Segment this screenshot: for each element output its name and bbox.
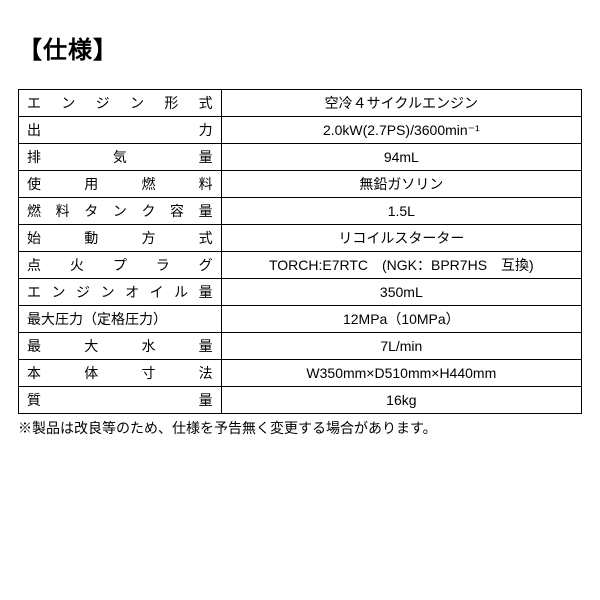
table-row: 使用燃料無鉛ガソリン xyxy=(19,171,582,198)
spec-label: 使用燃料 xyxy=(19,171,222,198)
spec-value: リコイルスターター xyxy=(221,225,581,252)
spec-value: 94mL xyxy=(221,144,581,171)
spec-label: 点火プラグ xyxy=(19,252,222,279)
table-row: 排気量94mL xyxy=(19,144,582,171)
spec-label: 最大圧力（定格圧力） xyxy=(19,306,222,333)
table-row: 燃料タンク容量1.5L xyxy=(19,198,582,225)
spec-value: 12MPa（10MPa） xyxy=(221,306,581,333)
spec-label: 出力 xyxy=(19,117,222,144)
table-row: 質量16kg xyxy=(19,387,582,414)
spec-title: 【仕様】 xyxy=(18,30,582,65)
spec-value: 1.5L xyxy=(221,198,581,225)
table-row: エンジンオイル量350mL xyxy=(19,279,582,306)
spec-note: ※製品は改良等のため、仕様を予告無く変更する場合があります。 xyxy=(18,418,582,438)
spec-label: 最大水量 xyxy=(19,333,222,360)
spec-label: 質量 xyxy=(19,387,222,414)
table-row: 出力2.0kW(2.7PS)/3600min⁻¹ xyxy=(19,117,582,144)
table-row: 本体寸法W350mm×D510mm×H440mm xyxy=(19,360,582,387)
table-row: 最大水量7L/min xyxy=(19,333,582,360)
table-row: 最大圧力（定格圧力）12MPa（10MPa） xyxy=(19,306,582,333)
spec-value: 350mL xyxy=(221,279,581,306)
spec-value: 7L/min xyxy=(221,333,581,360)
spec-value: 無鉛ガソリン xyxy=(221,171,581,198)
table-row: 点火プラグTORCH:E7RTC (NGK：BPR7HS 互換) xyxy=(19,252,582,279)
spec-label: 始動方式 xyxy=(19,225,222,252)
spec-value: 16kg xyxy=(221,387,581,414)
spec-value: 2.0kW(2.7PS)/3600min⁻¹ xyxy=(221,117,581,144)
table-row: 始動方式リコイルスターター xyxy=(19,225,582,252)
table-row: エンジン形式空冷４サイクルエンジン xyxy=(19,90,582,117)
spec-label: エンジン形式 xyxy=(19,90,222,117)
spec-label: エンジンオイル量 xyxy=(19,279,222,306)
spec-label: 排気量 xyxy=(19,144,222,171)
spec-value: TORCH:E7RTC (NGK：BPR7HS 互換) xyxy=(221,252,581,279)
spec-table: エンジン形式空冷４サイクルエンジン出力2.0kW(2.7PS)/3600min⁻… xyxy=(18,89,582,414)
spec-label: 燃料タンク容量 xyxy=(19,198,222,225)
spec-label: 本体寸法 xyxy=(19,360,222,387)
spec-value: W350mm×D510mm×H440mm xyxy=(221,360,581,387)
spec-value: 空冷４サイクルエンジン xyxy=(221,90,581,117)
